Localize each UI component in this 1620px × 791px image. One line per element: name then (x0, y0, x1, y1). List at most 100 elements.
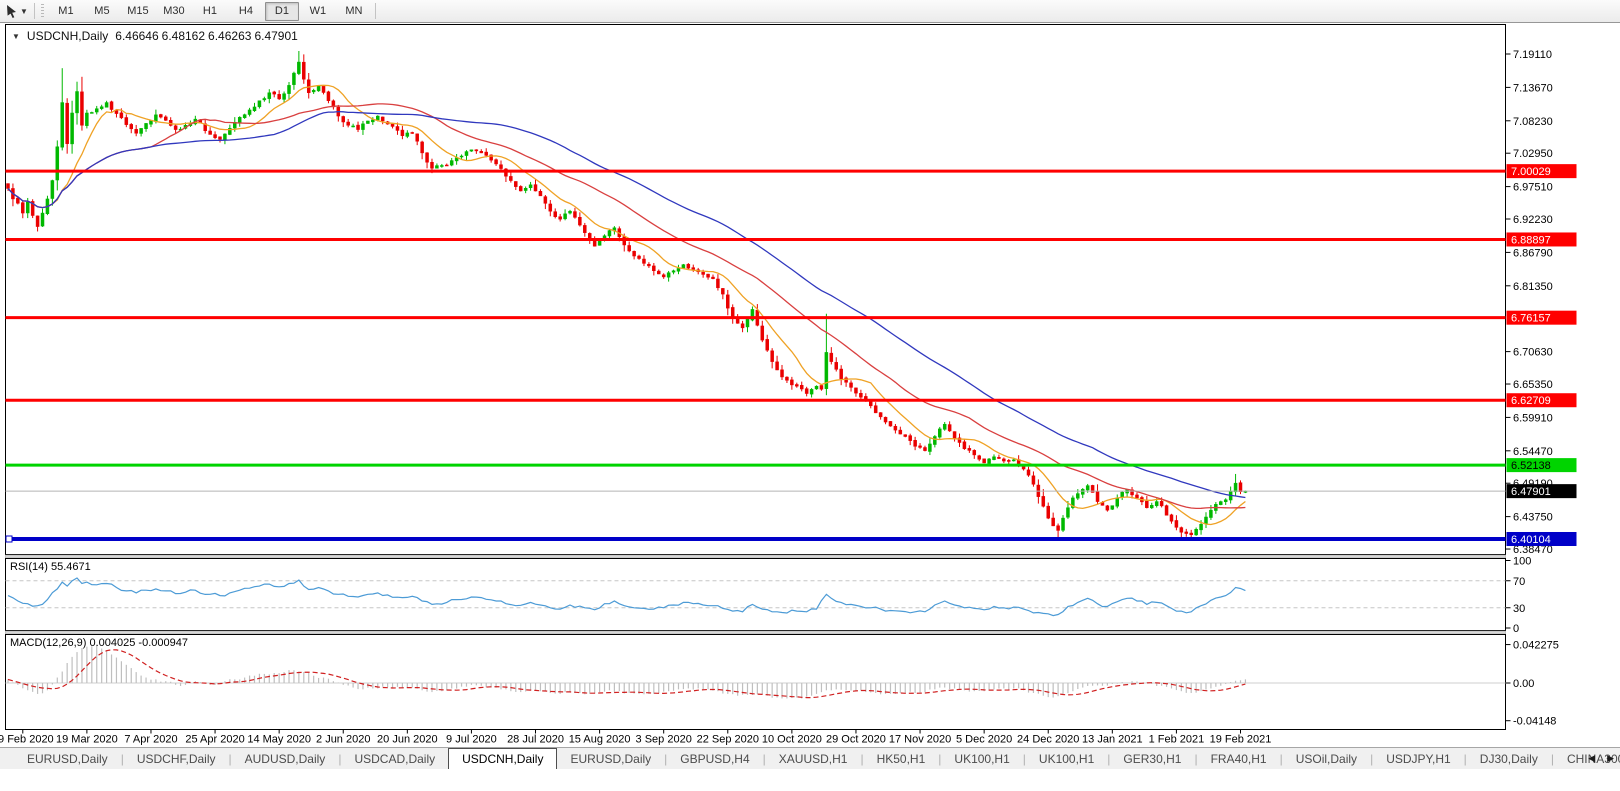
candle (124, 114, 129, 128)
symbol-tab-usdchf-daily[interactable]: USDCHF,Daily (136, 751, 216, 766)
candle (60, 68, 64, 151)
symbol-tab-audusd-daily[interactable]: AUDUSD,Daily (244, 751, 326, 766)
price-tick-label: 6.86790 (1513, 247, 1553, 259)
symbol-tab-uk100-h1[interactable]: UK100,H1 (954, 751, 1010, 766)
candle (923, 445, 927, 452)
timeframe-button-mn[interactable]: MN (345, 4, 363, 17)
symbol-tab-usdcnh-daily[interactable]: USDCNH,Daily (448, 748, 558, 769)
candle (351, 123, 355, 128)
candle (583, 222, 587, 237)
price-line-badge (1506, 164, 1577, 179)
candle (1150, 502, 1154, 509)
candle (1223, 498, 1228, 505)
rsi-panel[interactable]: 100 70 30 0 (5, 556, 1532, 636)
symbol-tab-usdcad-daily[interactable]: USDCAD,Daily (354, 751, 436, 766)
timeframe-button-h4[interactable]: H4 (238, 4, 253, 17)
date-label: 9 Jul 2020 (446, 734, 497, 746)
ma-line-slow (7, 110, 1246, 499)
symbol-tab-usdjpy-h1[interactable]: USDJPY,H1 (1386, 751, 1451, 766)
price-tick-label: 6.81350 (1513, 281, 1553, 293)
timeframe-buttons: M1 M5 M15 M30 H1 H4 D1 W1 MN (49, 1, 371, 21)
date-label: 1 Feb 2021 (1149, 734, 1205, 746)
candle (361, 120, 365, 135)
candle (883, 416, 888, 425)
candle (435, 163, 439, 169)
price-axis[interactable]: 7.19110 7.13670 7.08230 7.02950 6.97510 6.922… (1505, 49, 1577, 556)
symbol-tab-dj30-daily[interactable]: DJ30,Daily (1479, 751, 1538, 766)
candle (252, 102, 257, 112)
date-label: 14 May 2020 (247, 734, 311, 746)
candle (1219, 500, 1223, 506)
tab-scroll-right-icon[interactable]: ▶ (1607, 752, 1614, 763)
candle (346, 118, 350, 128)
cursor-tool-caret-icon[interactable]: ▼ (20, 6, 28, 16)
timeframe-button-m15[interactable]: M15 (127, 4, 149, 17)
candle (799, 381, 804, 392)
symbol-tab-ger30-h1[interactable]: GER30,H1 (1123, 751, 1182, 766)
price-tick-label: 7.19110 (1513, 49, 1552, 61)
ohlc-close: 6.47901 (254, 29, 298, 43)
level-lines (5, 169, 1535, 543)
timeframe-button-h1[interactable]: H1 (202, 4, 217, 17)
chart-collapse-icon[interactable]: ▼ (12, 31, 20, 41)
toolbar-grip-handle[interactable] (40, 4, 44, 18)
timeframe-button-w1[interactable]: W1 (309, 4, 327, 17)
symbol-tab-hk50-h1[interactable]: HK50,H1 (876, 751, 926, 766)
moving-averages (7, 84, 1246, 526)
candle (218, 136, 222, 143)
candle (854, 387, 858, 397)
candle (262, 96, 267, 102)
candle (834, 357, 838, 372)
cursor-tool-icon[interactable] (4, 3, 19, 19)
tab-separator: | (120, 751, 124, 766)
price-tick-label: 6.54470 (1513, 446, 1553, 458)
symbol-tab-uk100-h1[interactable]: UK100,H1 (1038, 751, 1095, 766)
symbol-tab-xauusd-h1[interactable]: XAUUSD,H1 (778, 751, 848, 766)
candle (814, 385, 819, 390)
macd-signal-line (7, 649, 1246, 699)
line-handle[interactable] (5, 535, 13, 543)
macd-tick-label: -0.04148 (1513, 716, 1556, 728)
candle (543, 195, 548, 210)
symbol-tab-fra40-h1[interactable]: FRA40,H1 (1210, 751, 1267, 766)
candle (652, 262, 656, 276)
candle (85, 109, 89, 129)
macd-panel[interactable]: 0.042275 0.00 -0.04148 (5, 640, 1559, 728)
candle (819, 384, 824, 391)
candle (518, 185, 523, 192)
symbol-tab-eurusd-daily[interactable]: EURUSD,Daily (27, 751, 108, 766)
candle (1002, 457, 1006, 464)
candle (173, 123, 178, 134)
date-label: 10 Oct 2020 (762, 734, 822, 746)
candle (573, 207, 577, 219)
tab-scroll-left-icon[interactable]: ◀ (1588, 752, 1596, 763)
candle (277, 90, 281, 101)
candle (760, 320, 765, 343)
rsi-tick-label: 100 (1513, 556, 1531, 568)
price-tick-label: 6.70630 (1513, 347, 1553, 359)
tab-separator: | (938, 751, 942, 766)
symbol-tab-usoil-daily[interactable]: USOil,Daily (1295, 751, 1358, 766)
timeframe-button-d1[interactable]: D1 (264, 1, 299, 21)
timeframe-button-m5[interactable]: M5 (94, 4, 110, 17)
symbol-tab-gbpusd-h4[interactable]: GBPUSD,H4 (680, 751, 750, 766)
price-tick-label: 7.08230 (1513, 116, 1553, 128)
ohlc-low: 6.46263 (208, 29, 252, 43)
timeframe-button-m1[interactable]: M1 (58, 4, 74, 17)
candle (578, 212, 582, 227)
candle (1145, 495, 1149, 509)
price-chart[interactable]: 7.19110 7.13670 7.08230 7.02950 6.97510 6.922… (0, 23, 1620, 747)
timeframe-button-m30[interactable]: M30 (163, 4, 185, 17)
candle (804, 386, 809, 397)
date-label: 19 Mar 2020 (56, 734, 118, 746)
candle (208, 127, 212, 135)
symbol-tab-eurusd-daily[interactable]: EURUSD,Daily (570, 751, 652, 766)
candle (410, 131, 415, 134)
symbol-tab-china300-h1[interactable]: CHINA300,H1 (1566, 751, 1620, 766)
candle (1080, 488, 1085, 499)
candle (1071, 495, 1075, 510)
ohlc-open: 6.46646 (115, 29, 159, 43)
candle (420, 140, 424, 160)
candle (888, 421, 893, 427)
